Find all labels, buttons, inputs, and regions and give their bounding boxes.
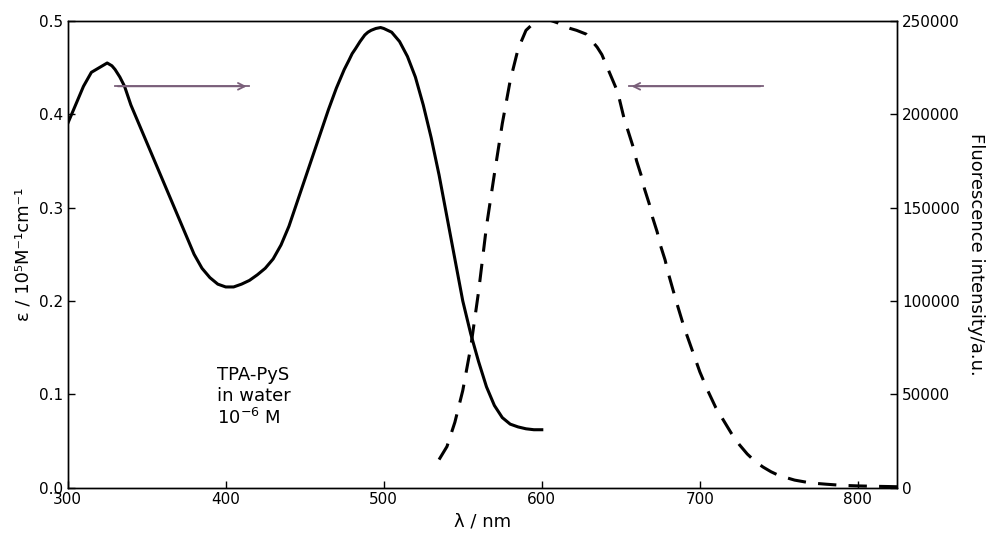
X-axis label: λ / nm: λ / nm [454,513,511,531]
Y-axis label: ε / 10⁵M⁻¹cm⁻¹: ε / 10⁵M⁻¹cm⁻¹ [15,188,33,321]
Text: TPA-PyS
in water
$10^{-6}$ M: TPA-PyS in water $10^{-6}$ M [217,366,291,429]
Y-axis label: Fluorescence intensity/a.u.: Fluorescence intensity/a.u. [967,133,985,376]
